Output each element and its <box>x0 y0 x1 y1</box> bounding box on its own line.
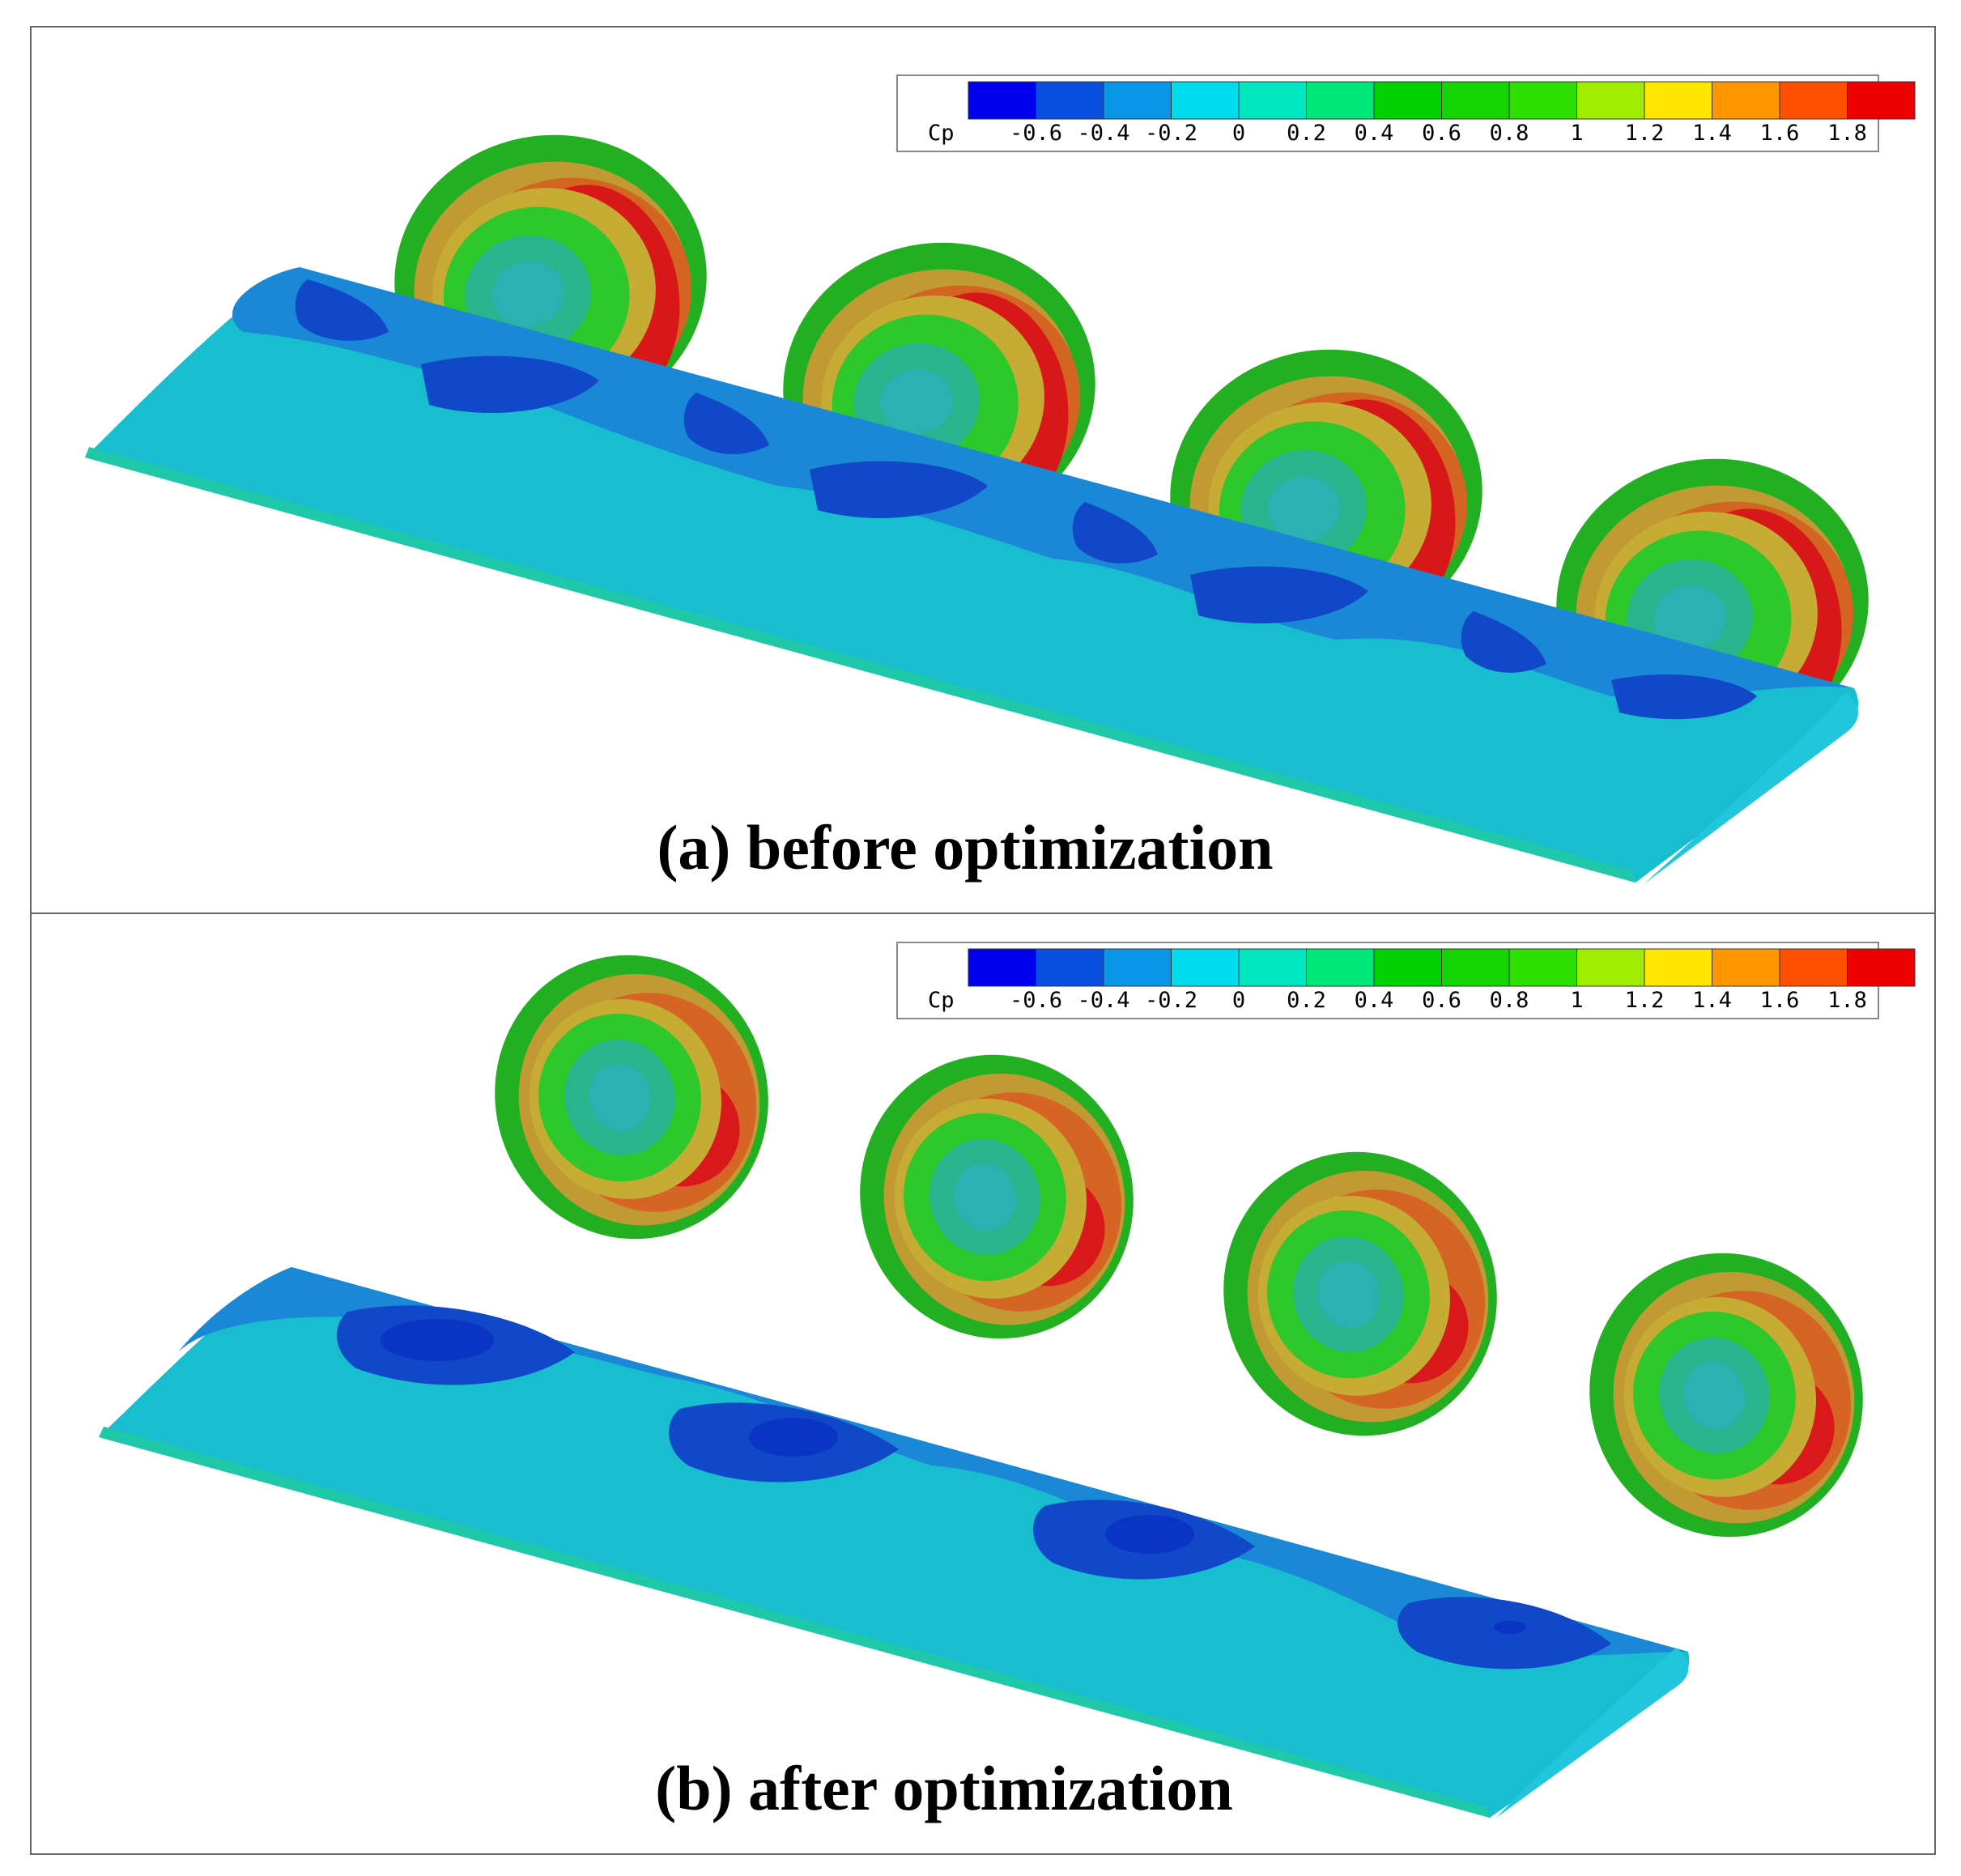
panel-a-caption: (a) before optimization <box>657 812 1273 883</box>
colorbar-a-swatch-8 <box>1441 81 1510 120</box>
colorbar-b-swatch-2 <box>1036 948 1104 987</box>
colorbar-a-tick-label: 1.6 <box>1760 121 1800 146</box>
colorbar-b-swatch-9 <box>1508 948 1577 987</box>
wing-a-dark-region-6 <box>1190 566 1368 623</box>
wing-b-min-spot-1 <box>381 1319 494 1361</box>
wing-a-dark-region-2 <box>421 355 599 413</box>
wing-a-dark-region-3 <box>683 393 769 454</box>
colorbar-b-tick-label: 0.8 <box>1490 988 1529 1013</box>
colorbar-b-tick-label: 0.6 <box>1422 988 1461 1013</box>
rotor-disk-b-3 <box>1223 1151 1497 1436</box>
colorbar-a-swatch-11 <box>1644 81 1712 120</box>
wing-b-tip <box>1496 1648 1689 1818</box>
colorbar-b-tick-label: 1.8 <box>1827 988 1867 1013</box>
wing-a-leading-band <box>232 267 1855 699</box>
colorbar-a-tick-label: 0.4 <box>1355 121 1394 146</box>
panel-a: Cp -0.6 -0.4 -0.2 0 0.2 0.4 0.6 0.8 1 1.2 1.4 1.6 1.… <box>85 74 1916 884</box>
colorbar-b-ticks: -0.6 -0.4 -0.2 0 0.2 0.4 0.6 0.8 1 1.2 1.4 1.6 1.8 <box>1010 988 1867 1013</box>
wing-b-min-spot-4 <box>1494 1621 1526 1634</box>
colorbar-b-tick-label: 1.6 <box>1760 988 1800 1013</box>
colorbar-a-swatch-13 <box>1779 81 1848 120</box>
colorbar-a-tick-label: -0.6 <box>1010 121 1062 146</box>
colorbar-a-swatches <box>968 81 1916 120</box>
colorbar-b-swatch-4 <box>1171 948 1240 987</box>
wing-a <box>85 267 1859 884</box>
colorbar-b-tick-label: 1.4 <box>1692 988 1732 1013</box>
colorbar-a-swatch-7 <box>1373 81 1442 120</box>
colorbar-b-swatch-10 <box>1576 948 1645 987</box>
colorbar-b-swatch-13 <box>1779 948 1848 987</box>
colorbar-b-tick-label: 0.2 <box>1287 988 1326 1013</box>
colorbar-b-title: Cp <box>928 988 955 1013</box>
colorbar-b-tick-label: 1 <box>1570 988 1583 1013</box>
rotor-disk-b-1 <box>495 955 768 1240</box>
wing-b-min-spot-2 <box>749 1418 838 1457</box>
colorbar-b-swatch-7 <box>1373 948 1442 987</box>
wing-a-dark-region-4 <box>810 461 988 518</box>
wing-a-surface <box>85 267 1859 883</box>
wing-a-dark-region-5 <box>1072 502 1158 564</box>
colorbar-b-tick-label: 1.2 <box>1625 988 1665 1013</box>
colorbar-a-tick-label: -0.2 <box>1145 121 1197 146</box>
colorbar-a-tick-label: -0.4 <box>1077 121 1129 146</box>
colorbar-a-swatch-3 <box>1103 81 1172 120</box>
colorbar-a-ticks: -0.6 -0.4 -0.2 0 0.2 0.4 0.6 0.8 1 1.2 1.4 1.6 1.8 <box>1010 121 1867 146</box>
wing-a-dark-region-1 <box>295 279 389 341</box>
panel-b-frame <box>30 912 1936 1855</box>
colorbar-a-tick-label: 1.4 <box>1692 121 1732 146</box>
wing-a-trailing-edge <box>85 447 1636 883</box>
colorbar-a-swatch-1 <box>968 81 1036 120</box>
wing-a-dark-region-8 <box>1611 674 1757 720</box>
colorbar-b-tick-label: -0.2 <box>1145 988 1197 1013</box>
rotor-disk-b-4 <box>1589 1253 1863 1538</box>
colorbar-b-swatch-6 <box>1306 948 1375 987</box>
colorbar-a-swatch-6 <box>1306 81 1375 120</box>
wing-b <box>99 1267 1690 1818</box>
wing-a-dark-region-7 <box>1461 611 1546 673</box>
wing-a-tip <box>1644 692 1858 884</box>
colorbar-a-swatch-10 <box>1576 81 1645 120</box>
colorbar-b-swatch-12 <box>1712 948 1780 987</box>
wing-b-trailing-edge <box>99 1427 1490 1818</box>
colorbar-b-swatches <box>968 948 1916 987</box>
colorbar-a-swatch-2 <box>1036 81 1104 120</box>
colorbar-a-swatch-14 <box>1847 81 1916 120</box>
colorbar-b-swatch-8 <box>1441 948 1510 987</box>
colorbar-a-swatch-9 <box>1508 81 1577 120</box>
colorbar-b-tick-label: 0 <box>1232 988 1245 1013</box>
colorbar-a-tick-label: 0 <box>1232 121 1245 146</box>
colorbar-a-tick-label: 1.8 <box>1827 121 1867 146</box>
colorbar-b-tick-label: -0.6 <box>1010 988 1062 1013</box>
wing-b-min-spot-3 <box>1105 1515 1194 1554</box>
colorbar-a-tick-label: 1.2 <box>1625 121 1665 146</box>
colorbar-a-tick-label: 0.2 <box>1287 121 1326 146</box>
colorbar-a-title: Cp <box>928 121 955 146</box>
colorbar-b-swatch-5 <box>1238 948 1307 987</box>
wing-b-leading-band <box>178 1267 1688 1656</box>
wing-b-surface <box>99 1267 1690 1818</box>
colorbar-b-tick-label: -0.4 <box>1077 988 1129 1013</box>
colorbar-b-swatch-11 <box>1644 948 1712 987</box>
colorbar-a-tick-label: 0.8 <box>1490 121 1529 146</box>
colorbar-a-swatch-5 <box>1238 81 1307 120</box>
colorbar-b-swatch-1 <box>968 948 1036 987</box>
colorbar-a: Cp -0.6 -0.4 -0.2 0 0.2 0.4 0.6 0.8 1 1.2 1.4 1.6 1.… <box>896 74 1916 152</box>
colorbar-b: Cp -0.6 -0.4 -0.2 0 0.2 0.4 0.6 0.8 1 1.2 1.4 1.6 1.… <box>896 942 1916 1019</box>
colorbar-b-tick-label: 0.4 <box>1355 988 1394 1013</box>
colorbar-b-swatch-14 <box>1847 948 1916 987</box>
rotor-disks-b <box>495 955 1863 1538</box>
panel-b-caption: (b) after optimization <box>655 1753 1232 1823</box>
colorbar-a-tick-label: 0.6 <box>1422 121 1461 146</box>
colorbar-a-swatch-12 <box>1712 81 1780 120</box>
rotor-disk-b-2 <box>860 1054 1134 1339</box>
colorbar-a-tick-label: 1 <box>1570 121 1583 146</box>
colorbar-b-swatch-3 <box>1103 948 1172 987</box>
panel-b: Cp -0.6 -0.4 -0.2 0 0.2 0.4 0.6 0.8 1 1.2 1.4 1.6 1.… <box>99 942 1916 1823</box>
colorbar-a-swatch-4 <box>1171 81 1240 120</box>
